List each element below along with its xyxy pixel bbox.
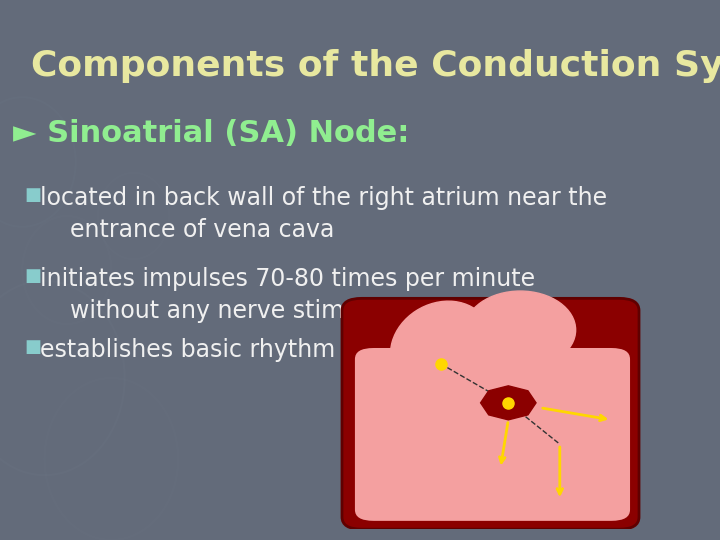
Text: Components of the Conduction System: Components of the Conduction System bbox=[31, 49, 720, 83]
Text: initiates impulses 70-80 times per minute
    without any nerve stimulation from: initiates impulses 70-80 times per minut… bbox=[40, 267, 557, 323]
Text: ■: ■ bbox=[24, 186, 42, 204]
Text: ► Sinoatrial (SA) Node:: ► Sinoatrial (SA) Node: bbox=[14, 119, 410, 148]
Text: establishes basic rhythm of the heartbeat: establishes basic rhythm of the heartbea… bbox=[40, 338, 536, 361]
Ellipse shape bbox=[465, 291, 576, 369]
Ellipse shape bbox=[390, 301, 492, 393]
FancyBboxPatch shape bbox=[354, 347, 631, 522]
Text: ■: ■ bbox=[24, 267, 42, 285]
Text: ■: ■ bbox=[24, 338, 42, 355]
Text: located in back wall of the right atrium near the
    entrance of vena cava: located in back wall of the right atrium… bbox=[40, 186, 607, 242]
FancyBboxPatch shape bbox=[342, 298, 639, 529]
